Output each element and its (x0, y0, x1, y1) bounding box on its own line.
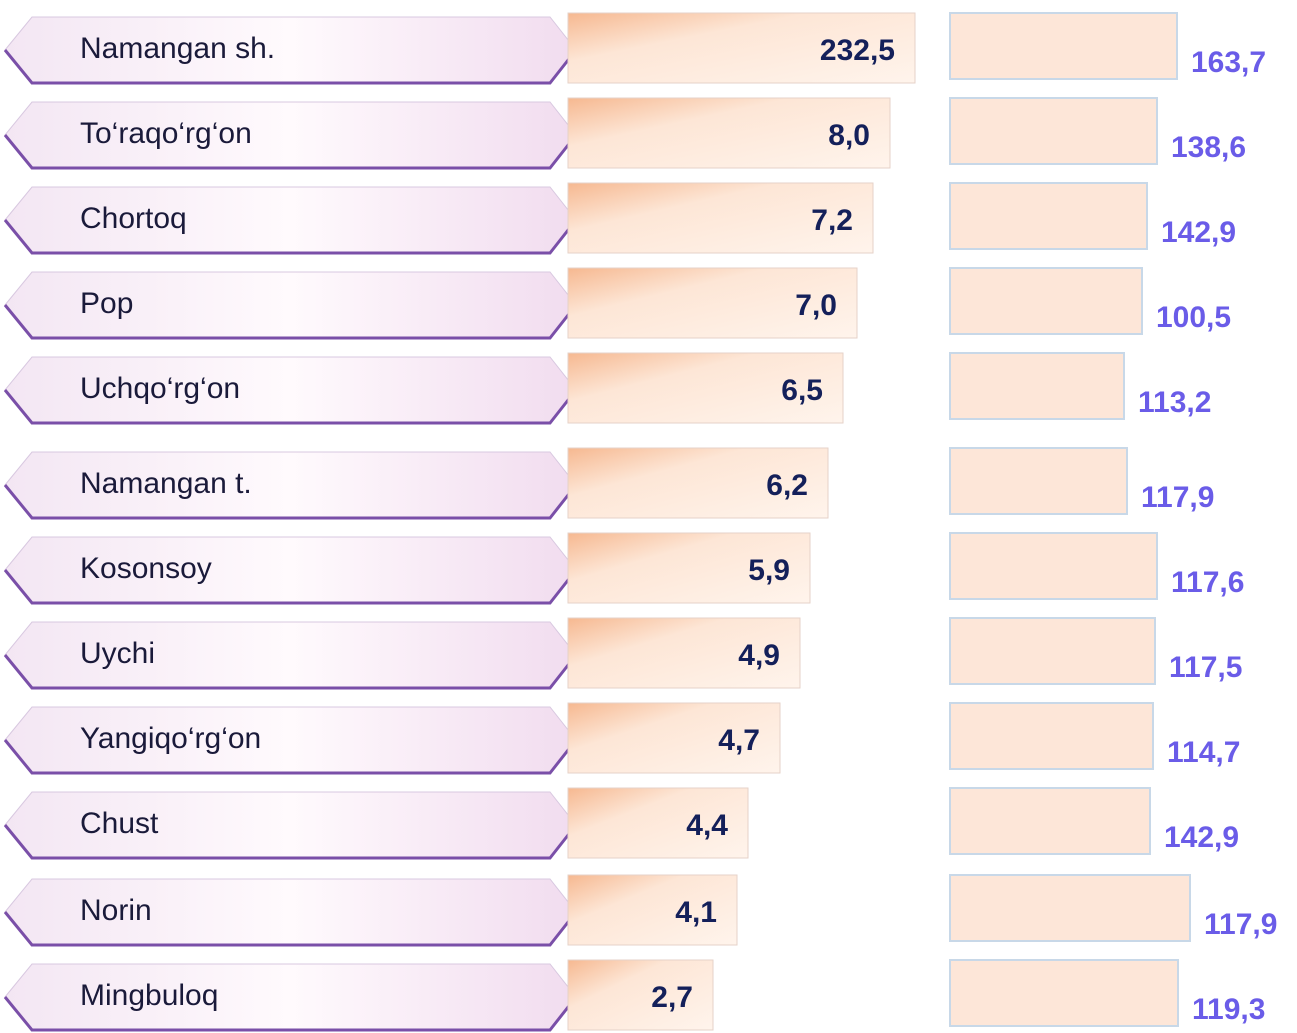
value-bar (567, 874, 738, 946)
region-name: Namangan t. (80, 467, 252, 500)
index-label: 142,9 (1164, 821, 1239, 854)
value-label: 7,2 (811, 204, 853, 237)
index-bar (949, 702, 1154, 770)
index-bar (949, 532, 1158, 600)
banner-edge (3, 911, 578, 947)
index-bar (949, 617, 1156, 685)
region-name: Mingbuloq (80, 979, 218, 1012)
value-bar (567, 267, 858, 339)
region-name: Uchqo‘rg‘on (80, 372, 240, 405)
index-label: 117,5 (1169, 651, 1242, 684)
banner-edge (3, 569, 578, 605)
index-label: 117,6 (1171, 566, 1244, 599)
value-bar (567, 97, 891, 169)
value-label: 4,9 (738, 639, 780, 672)
value-bar (567, 12, 916, 84)
value-bar (567, 352, 844, 424)
region-name: Chortoq (80, 202, 187, 235)
banner-edge (3, 134, 578, 170)
index-bar (949, 447, 1128, 515)
banner-edge (3, 49, 578, 85)
banner-edge (3, 996, 578, 1032)
index-label: 119,3 (1192, 993, 1265, 1026)
region-name: To‘raqo‘rg‘on (80, 117, 252, 150)
region-name: Norin (80, 894, 152, 927)
value-label: 232,5 (820, 34, 895, 67)
index-label: 138,6 (1171, 131, 1246, 164)
index-bar (949, 267, 1143, 335)
index-label: 100,5 (1156, 301, 1231, 334)
value-bar (567, 617, 801, 689)
index-label: 113,2 (1138, 386, 1211, 419)
banner-edge (3, 304, 578, 340)
region-name: Uychi (80, 637, 155, 670)
value-bar (567, 182, 874, 254)
index-label: 163,7 (1191, 46, 1266, 79)
region-name: Kosonsoy (80, 552, 212, 585)
index-label: 142,9 (1161, 216, 1236, 249)
index-bar (949, 12, 1178, 80)
value-label: 4,7 (718, 724, 760, 757)
value-bar (567, 787, 749, 859)
banner-edge (3, 219, 578, 255)
value-label: 6,5 (781, 374, 823, 407)
region-name: Yangiqo‘rg‘on (80, 722, 261, 755)
index-bar (949, 352, 1125, 420)
banner-edge (3, 739, 578, 775)
banner-edge (3, 484, 578, 520)
value-bar (567, 702, 781, 774)
value-bar (567, 447, 829, 519)
index-bar (949, 97, 1158, 165)
value-label: 4,4 (686, 809, 728, 842)
region-name: Namangan sh. (80, 32, 275, 65)
value-bar (567, 532, 811, 604)
value-label: 5,9 (748, 554, 790, 587)
value-bar (567, 959, 714, 1031)
index-bar (949, 182, 1148, 250)
value-label: 8,0 (828, 119, 870, 152)
banner-edge (3, 654, 578, 690)
index-label: 114,7 (1167, 736, 1240, 769)
region-name: Pop (80, 287, 133, 320)
banner-edge (3, 824, 578, 860)
value-label: 4,1 (675, 896, 717, 929)
index-bar (949, 787, 1151, 855)
value-label: 7,0 (795, 289, 837, 322)
region-name: Chust (80, 807, 159, 840)
index-label: 117,9 (1141, 481, 1214, 514)
banner-edge (3, 389, 578, 425)
index-bar (949, 874, 1191, 942)
index-label: 117,9 (1204, 908, 1277, 941)
value-label: 6,2 (766, 469, 808, 502)
value-label: 2,7 (651, 981, 693, 1014)
index-bar (949, 959, 1179, 1027)
